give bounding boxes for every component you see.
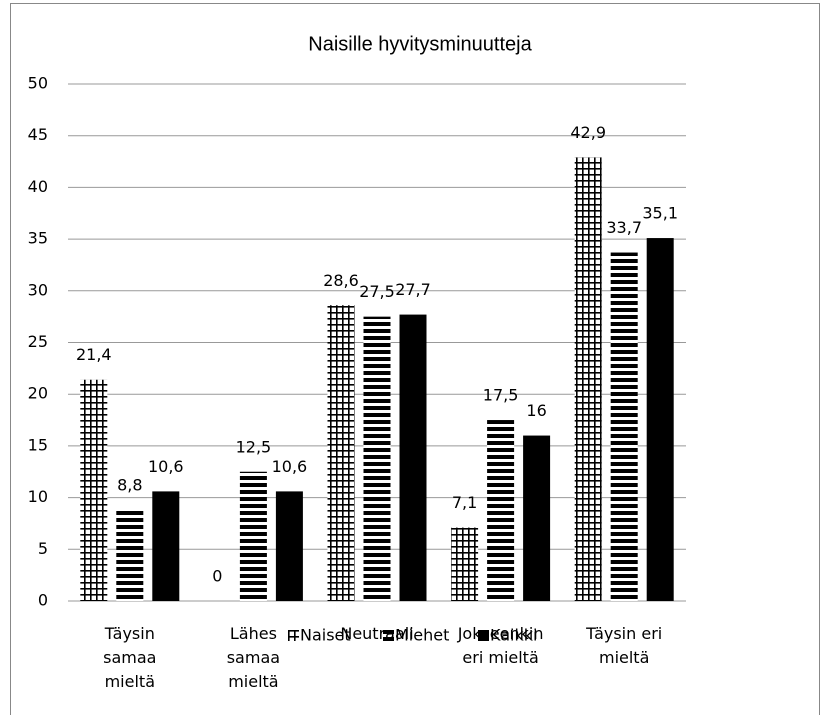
value-label: 33,7	[606, 218, 642, 237]
legend-label: Kaikki	[490, 626, 537, 645]
x-tick-label: Täysin samaa mieltä	[103, 624, 157, 691]
legend-swatch	[478, 630, 489, 641]
value-label: 35,1	[642, 204, 678, 223]
bar	[451, 527, 479, 601]
y-tick-label: 30	[28, 280, 48, 299]
value-label: 7,1	[452, 493, 477, 512]
bar	[646, 238, 674, 602]
y-tick-label: 5	[38, 539, 48, 558]
bar	[610, 252, 638, 602]
chart-border	[10, 3, 820, 715]
y-tick-label: 20	[28, 384, 48, 403]
bar	[80, 379, 108, 601]
legend-label: Naiset	[300, 626, 351, 645]
value-label: 10,6	[148, 457, 184, 476]
value-label: 27,7	[395, 280, 431, 299]
legend-label: Miehet	[395, 626, 449, 645]
y-tick-label: 45	[28, 125, 48, 144]
value-label: 17,5	[483, 386, 519, 405]
x-tick-label: Neutraali	[340, 624, 414, 643]
value-label: 10,6	[272, 457, 308, 476]
value-label: 28,6	[323, 271, 359, 290]
x-tick-label: Lähes samaa mieltä	[226, 624, 281, 691]
bar	[275, 491, 303, 601]
bar	[399, 314, 427, 601]
y-tick-label: 15	[28, 435, 48, 454]
y-tick-label: 25	[28, 332, 48, 351]
bar	[239, 471, 267, 601]
value-label: 21,4	[76, 345, 112, 364]
value-label: 12,5	[236, 437, 272, 456]
y-tick-label: 10	[28, 487, 48, 506]
y-tick-label: 40	[28, 177, 48, 196]
bar	[523, 435, 551, 601]
value-label: 0	[212, 567, 222, 586]
y-tick-label: 0	[38, 591, 48, 610]
value-label: 42,9	[570, 123, 606, 142]
y-tick-label: 35	[28, 229, 48, 248]
value-label: 16	[526, 401, 546, 420]
value-label: 8,8	[117, 476, 142, 495]
legend-swatch	[288, 630, 299, 641]
bar	[116, 510, 144, 601]
chart-title: Naisille hyvitysminuutteja	[308, 33, 532, 55]
x-tick-label: Täysin eri mieltä	[586, 624, 663, 667]
bar	[152, 491, 180, 601]
bar	[363, 316, 391, 601]
bar	[574, 157, 602, 601]
x-tick-label: Jokseenkin eri mieltä	[457, 624, 544, 667]
y-tick-label: 50	[28, 74, 48, 93]
bar	[327, 305, 355, 601]
legend-swatch	[383, 630, 394, 641]
value-label: 27,5	[359, 282, 395, 301]
bar	[487, 420, 515, 601]
